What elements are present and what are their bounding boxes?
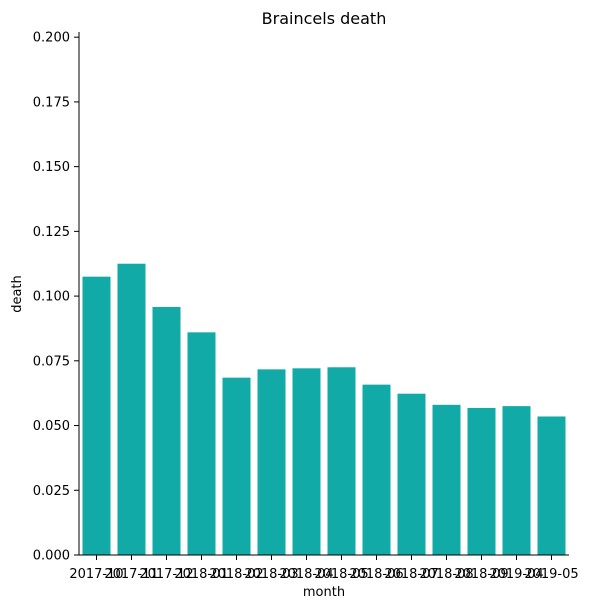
bar-2018-08 [433,405,461,555]
bar-2017-11 [118,264,146,555]
chart-title: Braincels death [262,9,387,28]
x-axis-label: month [303,585,345,600]
bar-2017-10 [83,277,111,555]
bar-2018-06 [363,385,391,555]
y-tick-label: 0.150 [33,160,70,175]
bar-2018-04 [293,368,321,555]
y-tick-label: 0.200 [33,31,70,46]
y-tick-label: 0.125 [33,225,70,240]
y-axis-ticks: 0.000 0.025 0.050 0.075 0.100 0.125 0.150 0.175… [33,31,79,564]
y-tick-label: 0.000 [33,549,70,564]
bar-2018-01 [188,332,216,555]
x-axis-ticks: 2017-102017-112017-122018-012018-022018-… [69,555,578,582]
y-tick-label: 0.050 [33,419,70,434]
bars [83,264,566,555]
y-tick-label: 0.100 [33,290,70,305]
bar-2018-07 [398,394,426,555]
bar-2019-05 [538,416,566,555]
bar-2018-03 [258,369,286,555]
y-tick-label: 0.175 [33,95,70,110]
bar-2018-09 [468,408,496,555]
bar-2019-04 [503,406,531,555]
y-axis-label: death [10,275,25,313]
y-tick-label: 0.075 [33,354,70,369]
bar-2018-05 [328,367,356,555]
bar-2017-12 [153,307,181,555]
y-tick-label: 0.025 [33,484,70,499]
x-tick-label: 2019-05 [524,567,578,582]
bar-2018-02 [223,378,251,555]
